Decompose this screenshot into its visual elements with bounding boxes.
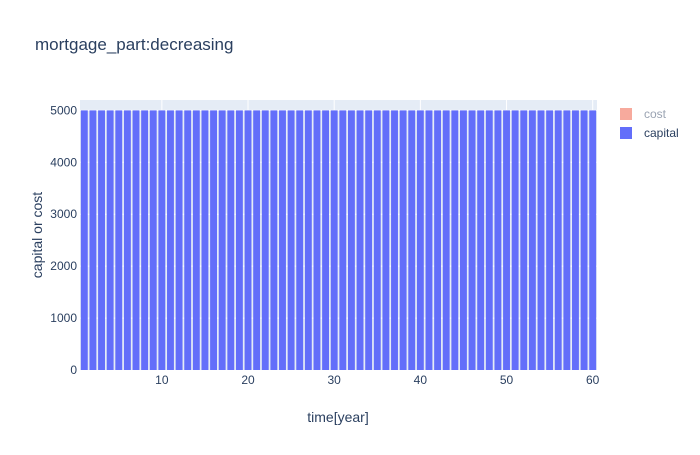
bar-capital[interactable]: [589, 110, 597, 370]
plot-area: [80, 100, 597, 370]
bar-capital[interactable]: [313, 110, 321, 370]
bar-capital[interactable]: [365, 110, 373, 370]
bar-capital[interactable]: [391, 110, 398, 370]
legend-swatch-cost[interactable]: [620, 108, 632, 120]
bar-capital[interactable]: [520, 110, 528, 370]
bar-capital[interactable]: [270, 110, 278, 370]
x-tick-label: 40: [414, 373, 428, 387]
bar-capital[interactable]: [373, 110, 381, 370]
bar-capital[interactable]: [572, 110, 579, 370]
x-axis-ticks: 10 20 30 40 50 60: [155, 373, 600, 387]
y-tick-label: 3000: [50, 207, 77, 221]
bar-capital[interactable]: [201, 110, 209, 370]
bar-capital[interactable]: [106, 110, 114, 370]
legend-swatch-capital[interactable]: [620, 127, 632, 139]
x-tick-label: 20: [241, 373, 255, 387]
bar-capital[interactable]: [210, 110, 218, 370]
bar-capital[interactable]: [296, 110, 304, 370]
chart-title: mortgage_part:decreasing: [35, 35, 233, 54]
bar-capital[interactable]: [184, 110, 192, 370]
y-tick-label: 2000: [50, 259, 77, 273]
bar-capital[interactable]: [149, 110, 157, 370]
bar-capital[interactable]: [425, 110, 433, 370]
bar-capital[interactable]: [304, 110, 312, 370]
bar-capital[interactable]: [442, 110, 450, 370]
bar-capital[interactable]: [563, 110, 571, 370]
bar-capital[interactable]: [580, 110, 588, 370]
bar-capital[interactable]: [235, 110, 243, 370]
bar-capital[interactable]: [554, 110, 562, 370]
bar-capital[interactable]: [244, 110, 252, 370]
bar-capital[interactable]: [528, 110, 536, 370]
bar-capital[interactable]: [494, 110, 502, 370]
bar-capital[interactable]: [546, 110, 554, 370]
bar-capital[interactable]: [503, 110, 510, 370]
y-tick-label: 4000: [50, 155, 77, 169]
bar-capital[interactable]: [382, 110, 390, 370]
bar-capital[interactable]: [330, 110, 338, 370]
legend: cost capital: [620, 107, 679, 140]
bar-capital[interactable]: [408, 110, 416, 370]
bar-capital[interactable]: [451, 110, 459, 370]
bar-capital[interactable]: [167, 110, 174, 370]
bar-capital[interactable]: [227, 110, 235, 370]
bar-capital[interactable]: [279, 110, 286, 370]
bar-capital[interactable]: [115, 110, 123, 370]
y-tick-label: 1000: [50, 311, 77, 325]
bar-capital[interactable]: [399, 110, 407, 370]
bar-capital[interactable]: [347, 110, 355, 370]
bar-capital[interactable]: [261, 110, 269, 370]
bar-capital[interactable]: [132, 110, 140, 370]
bar-capital[interactable]: [477, 110, 485, 370]
bar-capital[interactable]: [434, 110, 442, 370]
bar-capital[interactable]: [89, 110, 97, 370]
bar-capital[interactable]: [459, 110, 467, 370]
x-tick-label: 50: [500, 373, 514, 387]
bar-capital[interactable]: [175, 110, 183, 370]
legend-label-capital[interactable]: capital: [644, 126, 679, 140]
x-tick-label: 30: [328, 373, 342, 387]
y-tick-label: 0: [70, 363, 77, 377]
bar-capital[interactable]: [356, 110, 364, 370]
legend-label-cost[interactable]: cost: [644, 107, 667, 121]
bar-capital[interactable]: [218, 110, 226, 370]
bar-capital[interactable]: [537, 110, 545, 370]
bar-capital[interactable]: [511, 110, 519, 370]
bar-capital[interactable]: [141, 110, 149, 370]
bar-capital[interactable]: [416, 110, 424, 370]
bar-capital[interactable]: [339, 110, 347, 370]
bar-capital[interactable]: [192, 110, 200, 370]
bar-capital[interactable]: [158, 110, 166, 370]
bar-capital[interactable]: [287, 110, 295, 370]
bar-capital[interactable]: [123, 110, 131, 370]
bar-capital[interactable]: [468, 110, 476, 370]
bar-capital[interactable]: [485, 110, 493, 370]
bar-capital[interactable]: [322, 110, 330, 370]
y-tick-label: 5000: [50, 103, 77, 117]
y-axis-ticks: 0 1000 2000 3000 4000 5000: [50, 103, 77, 377]
x-axis-title: time[year]: [307, 409, 368, 425]
x-tick-label: 10: [155, 373, 169, 387]
bar-capital[interactable]: [80, 110, 88, 370]
bar-capital[interactable]: [98, 110, 105, 370]
bars: [80, 110, 597, 370]
bar-capital[interactable]: [253, 110, 261, 370]
x-tick-label: 60: [586, 373, 600, 387]
y-axis-title: capital or cost: [29, 192, 45, 278]
